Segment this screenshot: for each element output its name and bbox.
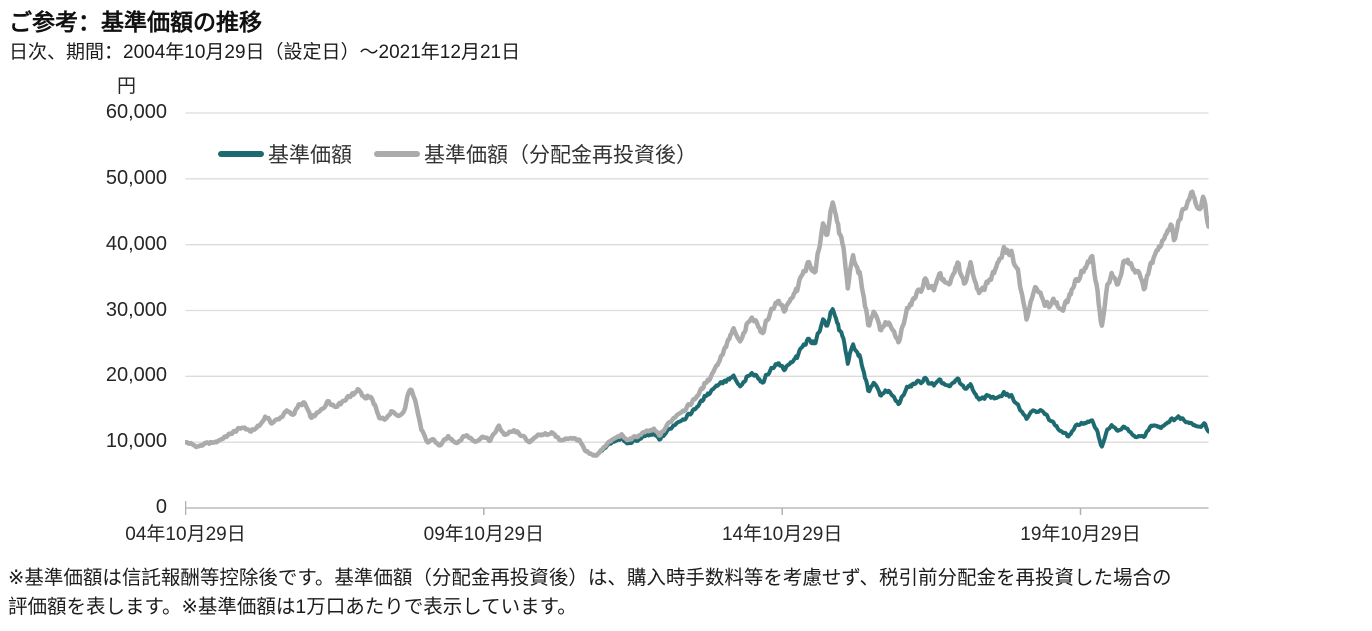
y-tick-label: 20,000 [105, 364, 167, 387]
y-tick-label: 10,000 [105, 430, 167, 453]
y-tick-label: 50,000 [105, 166, 167, 189]
y-tick-label: 0 [155, 496, 167, 518]
page-title: ご参考：基準価額の推移 [9, 9, 262, 35]
x-tick-label: 19年10月29日 [1020, 524, 1141, 545]
nav-reinvested-line-swatch [374, 151, 420, 157]
x-tick-label: 09年10月29日 [423, 524, 545, 545]
y-tick-label: 40,000 [105, 232, 167, 255]
chart-legend: 基準価額 基準価額（分配金再投資後） [218, 139, 697, 169]
footnote-line-1: ※基準価額は信託報酬等控除後です。基準価額（分配金再投資後）は、購入時手数料等を… [8, 567, 1172, 589]
legend-label-nav-reinvested: 基準価額（分配金再投資後） [424, 144, 697, 167]
y-axis-unit-label: 円 [116, 76, 136, 97]
footnote-line-2: 評価額を表します。※基準価額は1万口あたりで表示しています。 [8, 596, 577, 618]
y-tick-label: 30,000 [105, 298, 167, 321]
footnote: ※基準価額は信託報酬等控除後です。基準価額（分配金再投資後）は、購入時手数料等を… [8, 564, 1172, 622]
legend-item-nav: 基準価額 [218, 139, 352, 169]
x-tick-label: 04年10月29日 [125, 524, 246, 545]
plot-area [185, 112, 1209, 515]
legend-item-nav-reinvested: 基準価額（分配金再投資後） [374, 139, 697, 169]
legend-label-nav: 基準価額 [268, 144, 352, 167]
y-tick-label: 60,000 [105, 101, 167, 123]
x-tick-label: 14年10月29日 [721, 524, 843, 545]
chart-subtitle: 日次、期間：2004年10月29日（設定日）～2021年12月21日 [9, 42, 521, 63]
nav-line-swatch [218, 151, 264, 157]
